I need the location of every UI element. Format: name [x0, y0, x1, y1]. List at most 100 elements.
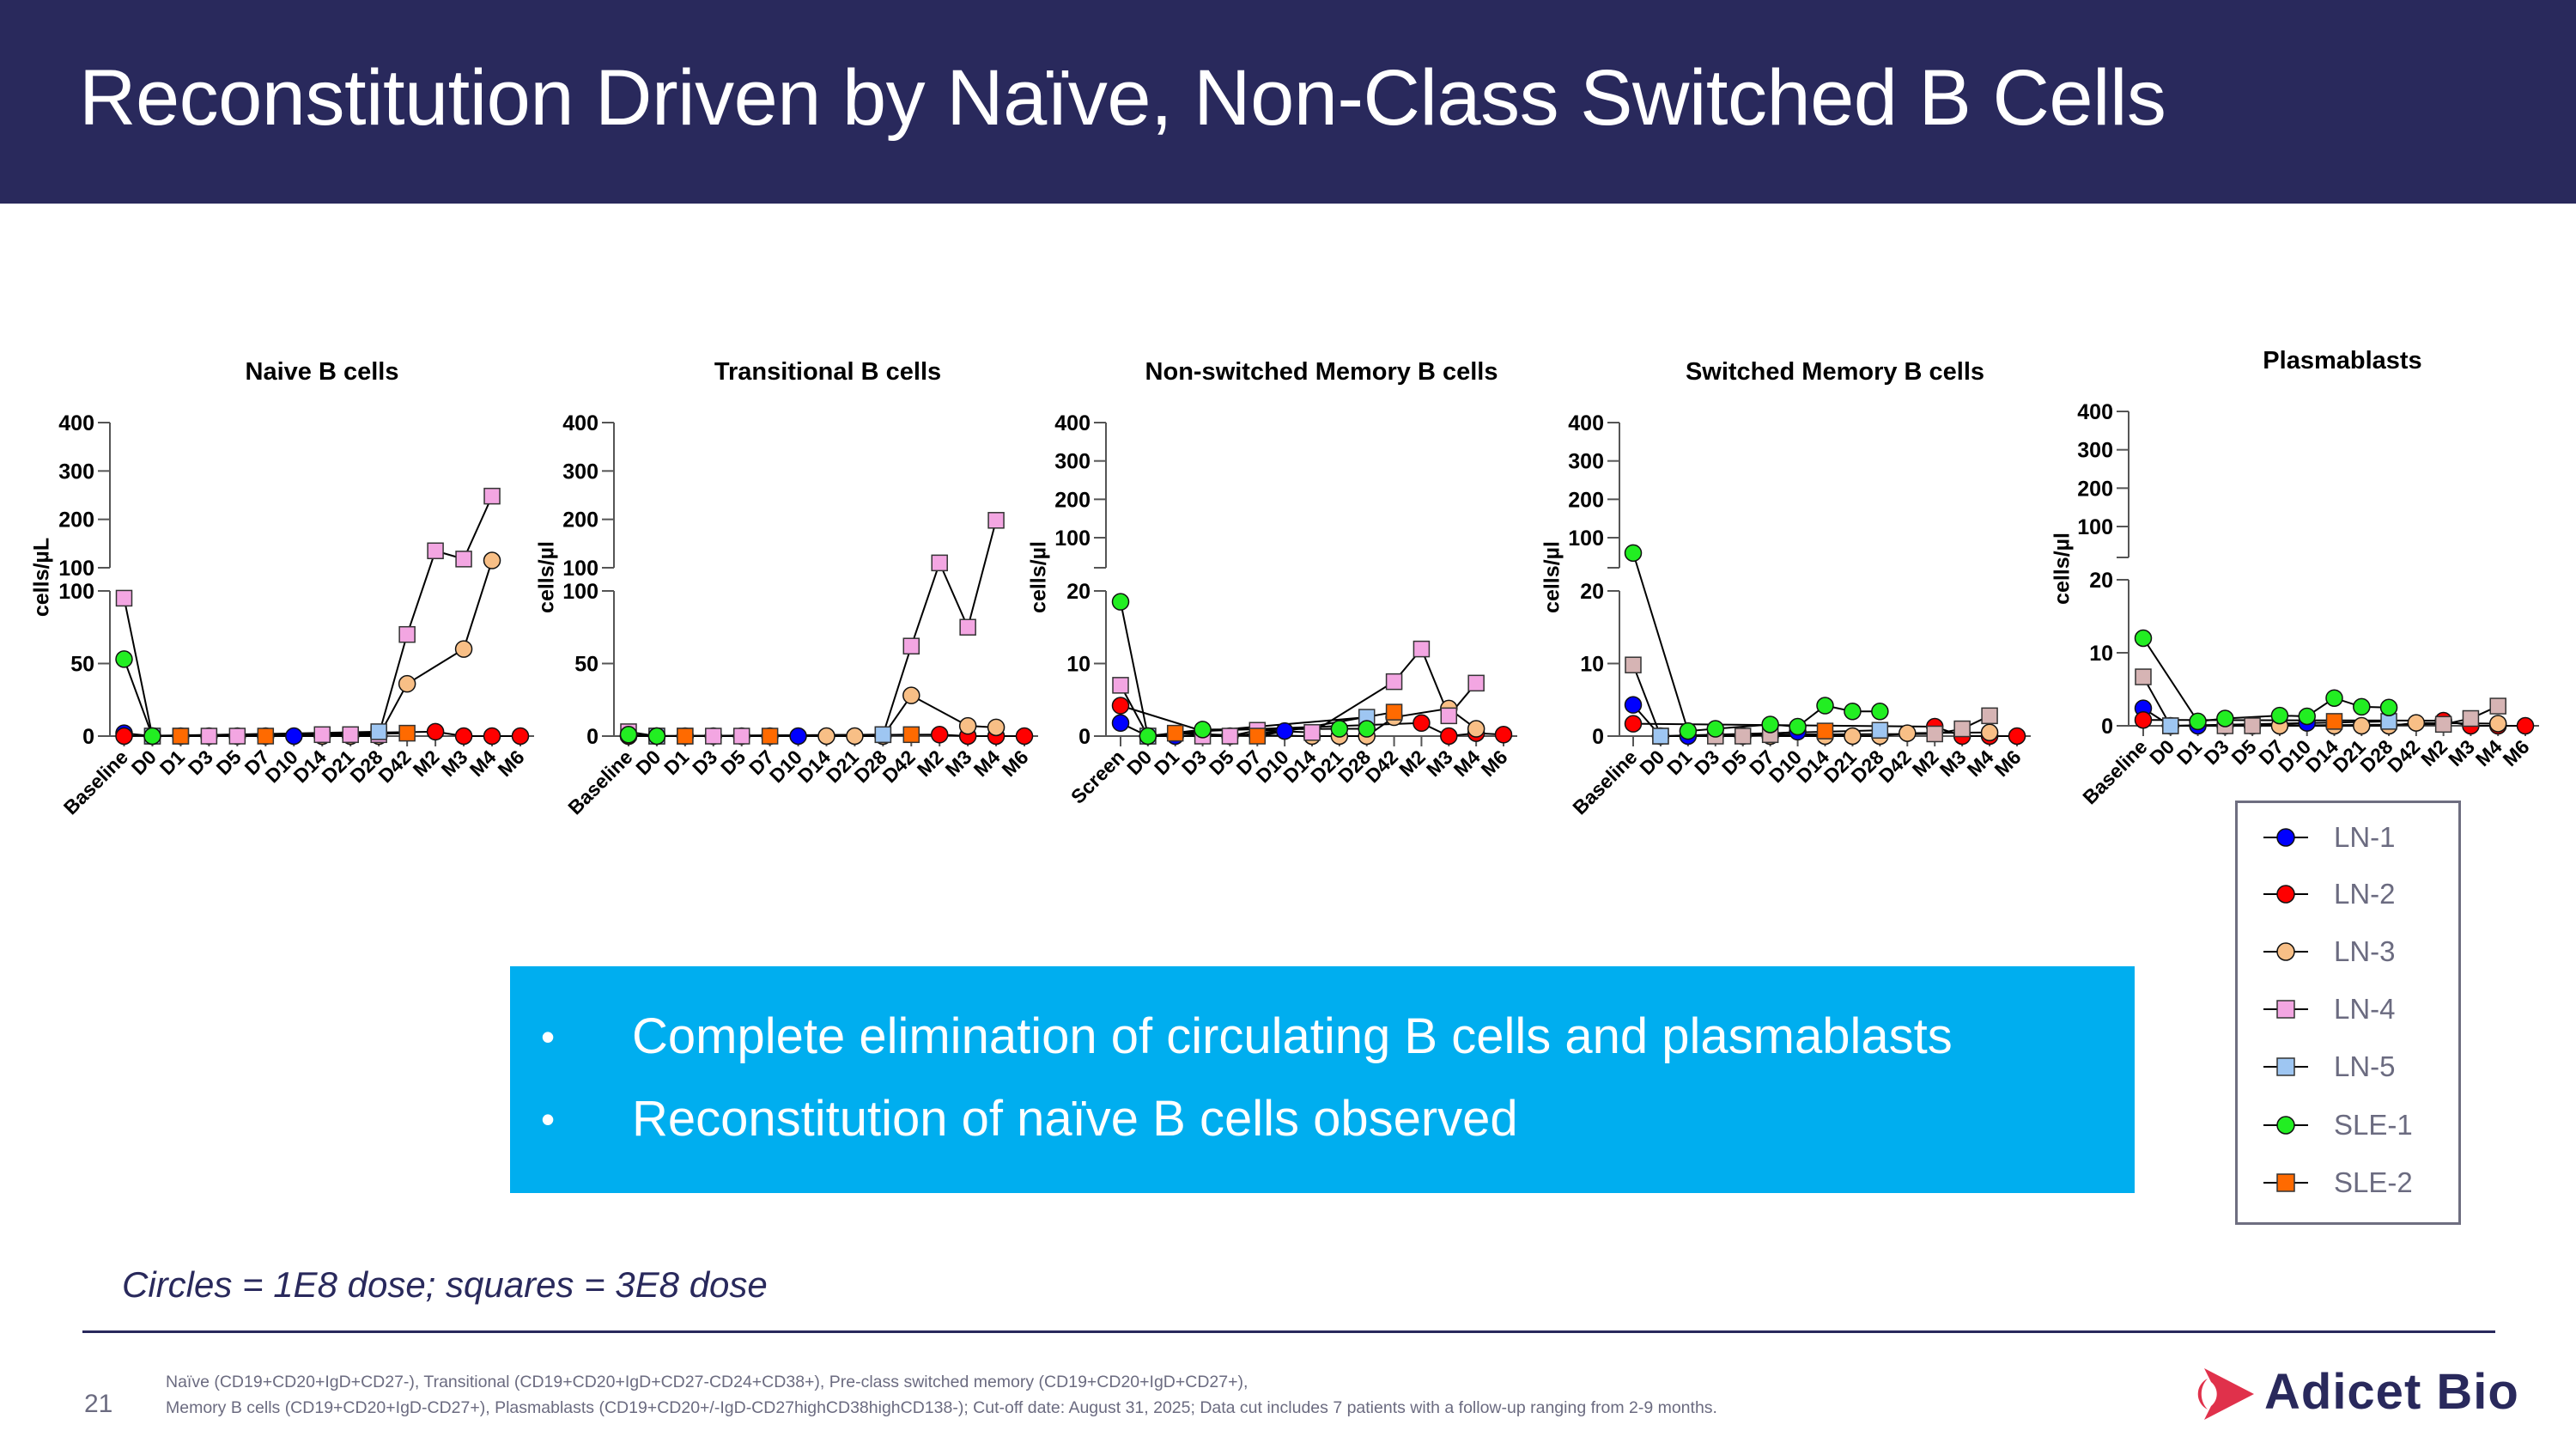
legend-label: LN-3 — [2334, 935, 2396, 967]
legend-item-sle-2: SLE-2 — [2263, 1166, 2452, 1200]
series-line-ln-4 — [123, 496, 493, 737]
y-tick-label: 10 — [1580, 653, 1604, 677]
data-point-ln-3 — [483, 551, 501, 569]
data-point-ln-2 — [2008, 727, 2026, 746]
data-point-ln-2 — [1015, 727, 1034, 746]
data-point-sle-1 — [2270, 706, 2289, 725]
data-point-ln-3 — [2407, 714, 2426, 732]
data-point-ln-2 — [2516, 716, 2535, 735]
chart-non-switched-memory-b-cells: Non-switched Memory B cellscells/µl10020… — [1027, 358, 1517, 808]
legend-label: LN-5 — [2334, 1050, 2396, 1082]
legend-marker-circle-icon — [2263, 828, 2308, 847]
data-point-ln-4 — [931, 554, 948, 572]
logo-mark-icon — [2197, 1368, 2254, 1420]
data-point-ln-3 — [1980, 723, 1999, 742]
data-point-sle-1 — [647, 727, 666, 746]
y-tick-label: 20 — [2089, 569, 2113, 593]
data-point-sle-1 — [1816, 697, 1834, 715]
y-tick-label: 0 — [2101, 715, 2113, 739]
chart-switched-memory-b-cells: Switched Memory B cellscells/µl100200300… — [1540, 358, 2031, 819]
legend-label: SLE-1 — [2334, 1109, 2413, 1141]
chart-title: Plasmablasts — [2263, 347, 2421, 374]
data-point-sle-1 — [1761, 715, 1779, 734]
y-tick-label: 0 — [1078, 725, 1091, 749]
data-point-sle-1 — [2325, 689, 2343, 707]
data-point-sle-2 — [761, 728, 779, 745]
series-line-sle-1 — [1120, 601, 1367, 738]
data-point-ln-4 — [1440, 707, 1458, 725]
data-point-ln-2 — [1111, 697, 1130, 715]
legend-label: LN-2 — [2334, 878, 2396, 910]
y-tick-label: 200 — [2077, 477, 2113, 501]
x-tick-label: M6 — [2499, 735, 2534, 770]
y-tick-label: 200 — [562, 508, 598, 533]
data-point-sle-2 — [677, 728, 694, 745]
data-point-ln-4 — [732, 728, 750, 745]
data-point-sle-1 — [619, 726, 638, 744]
y-tick-label: 10 — [2089, 642, 2113, 666]
y-axis-label: cells/µl — [1027, 541, 1051, 613]
data-point-sle-2 — [398, 724, 416, 742]
legend-item-ln-4: LN-4 — [2263, 992, 2452, 1026]
data-point-sle-1 — [2353, 697, 2371, 716]
legend-item-sle-1: SLE-1 — [2263, 1108, 2452, 1142]
data-point-ln-4 — [959, 618, 976, 636]
data-point-ln-5 — [1652, 728, 1669, 745]
y-tick-label: 100 — [562, 557, 598, 581]
footnote-line: Memory B cells (CD19+CD20+IgD-CD27+), Pl… — [166, 1398, 1717, 1417]
legend-marker-circle-icon — [2263, 942, 2308, 961]
legend-marker-circle-icon — [2263, 885, 2308, 904]
y-tick-label: 0 — [586, 725, 598, 749]
data-point-ln-4 — [1303, 724, 1321, 741]
data-point-sle-2 — [1249, 728, 1267, 745]
data-point-ln-4 — [2434, 715, 2452, 734]
chart-title: Switched Memory B cells — [1686, 358, 1984, 386]
data-point-ln-4 — [313, 726, 331, 744]
dose-note: Circles = 1E8 dose; squares = 3E8 dose — [122, 1264, 768, 1305]
data-point-ln-3 — [2353, 716, 2371, 735]
y-axis-label: cells/µl — [535, 541, 559, 613]
data-point-ln-4 — [705, 728, 722, 745]
legend-marker-circle-icon — [2263, 1116, 2308, 1135]
x-tick-label: M6 — [1477, 746, 1512, 781]
data-point-ln-3 — [398, 674, 416, 693]
legend-label: LN-1 — [2334, 821, 2396, 853]
chart-naive-b-cells: Naive B cells cells/µL 100 200 300 400 0 50 100 B… — [30, 358, 534, 819]
y-tick-label: 100 — [1054, 527, 1091, 551]
data-point-ln-4 — [228, 728, 246, 745]
data-point-ln-3 — [1844, 727, 1862, 746]
data-point-ln-4 — [2489, 697, 2506, 715]
title-banner: Reconstitution Driven by Naïve, Non-Clas… — [0, 0, 2576, 204]
data-point-ln-3 — [846, 727, 864, 746]
data-point-sle-2 — [902, 726, 920, 744]
bullet-dot: • — [541, 1014, 556, 1059]
page-title: Reconstitution Driven by Naïve, Non-Clas… — [79, 54, 2166, 142]
data-point-sle-2 — [1385, 703, 1403, 721]
data-point-sle-2 — [1816, 722, 1834, 740]
x-tick-label: M6 — [1990, 746, 2026, 781]
data-point-ln-2 — [930, 726, 949, 744]
data-point-ln-3 — [454, 640, 473, 658]
key-findings-callout: • Complete elimination of circulating B … — [510, 966, 2135, 1193]
data-point-ln-5 — [874, 726, 892, 744]
legend-label: LN-4 — [2334, 993, 2396, 1025]
data-point-ln-4 — [483, 487, 501, 505]
data-point-ln-4 — [1981, 707, 1998, 725]
x-tick-label: M6 — [494, 746, 529, 781]
company-logo: Adicet Bio — [2194, 1361, 2518, 1426]
data-point-ln-4 — [1221, 728, 1239, 745]
x-tick-label: Baseline — [59, 746, 132, 819]
series-line-sle-1 — [123, 659, 154, 737]
x-tick-label: M6 — [998, 746, 1033, 781]
data-point-sle-1 — [1871, 703, 1889, 721]
data-point-ln-4 — [902, 637, 920, 654]
y-axis-label: cells/µl — [1540, 541, 1564, 613]
data-point-ln-1 — [1275, 721, 1294, 740]
data-point-sle-1 — [2298, 707, 2316, 726]
data-point-ln-3 — [2488, 715, 2507, 733]
y-tick-label: 300 — [562, 460, 598, 484]
footnote-line: Naïve (CD19+CD20+IgD+CD27-), Transitiona… — [166, 1373, 1249, 1391]
legend-marker-square-icon — [2263, 1057, 2308, 1076]
data-point-sle-1 — [1194, 721, 1212, 739]
chart-transitional-b-cells: Transitional B cells cells/µl 100 200 300 400… — [535, 358, 1038, 819]
